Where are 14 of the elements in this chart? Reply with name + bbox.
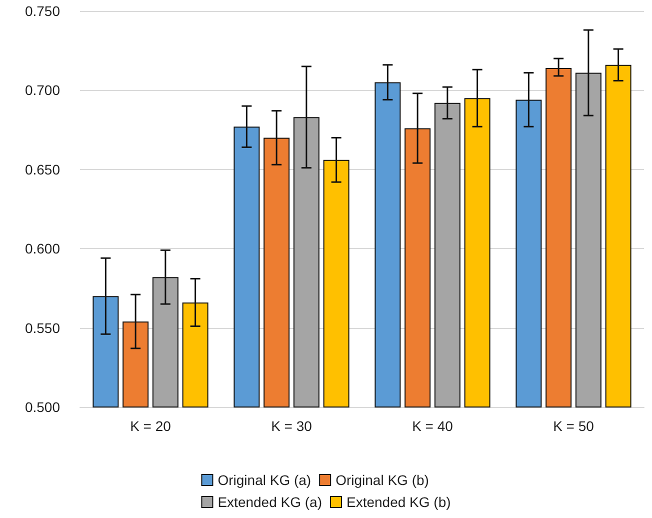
legend-label: Extended KG (a) bbox=[218, 494, 322, 510]
y-tick-label: 0.600 bbox=[24, 240, 60, 257]
x-tick-label: K = 20 bbox=[130, 418, 172, 434]
legend-label: Original KG (a) bbox=[218, 472, 312, 488]
x-tick-label: K = 50 bbox=[553, 418, 594, 434]
legend-label: Extended KG (b) bbox=[346, 494, 451, 510]
x-tick-label: K = 40 bbox=[412, 418, 454, 434]
y-tick-label: 0.750 bbox=[24, 3, 60, 19]
y-tick-label: 0.550 bbox=[24, 320, 60, 336]
legend-label: Original KG (b) bbox=[336, 472, 429, 488]
x-tick-label: K = 30 bbox=[271, 418, 312, 434]
y-tick-label: 0.500 bbox=[24, 399, 60, 415]
y-tick-label: 0.700 bbox=[24, 82, 60, 98]
y-tick-label: 0.650 bbox=[24, 161, 60, 178]
